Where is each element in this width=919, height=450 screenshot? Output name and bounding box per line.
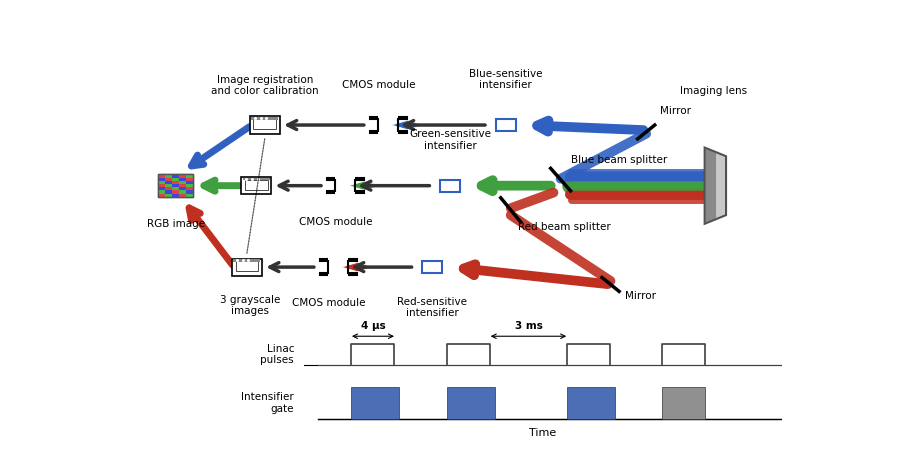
Bar	[158, 181, 165, 184]
Bar	[172, 178, 179, 181]
Bar	[232, 259, 262, 276]
Bar	[172, 190, 179, 194]
Text: Intensifier
gate: Intensifier gate	[241, 392, 294, 414]
Bar	[186, 178, 193, 181]
Bar	[250, 117, 279, 134]
Polygon shape	[704, 148, 715, 224]
Text: Red beam splitter: Red beam splitter	[517, 222, 610, 232]
Bar	[186, 187, 193, 190]
Text: Time: Time	[528, 428, 556, 438]
Text: Imaging lens: Imaging lens	[680, 86, 746, 95]
Bar	[172, 175, 179, 178]
Bar	[172, 194, 179, 197]
Bar	[158, 194, 165, 197]
Bar	[235, 261, 258, 271]
Text: Blue-sensitive
intensifier: Blue-sensitive intensifier	[469, 69, 542, 90]
Bar	[179, 194, 186, 197]
Bar	[439, 180, 460, 192]
Bar	[351, 387, 399, 419]
Text: Mirror: Mirror	[624, 291, 655, 302]
Bar	[179, 175, 186, 178]
Text: Mirror: Mirror	[660, 106, 691, 117]
Bar	[241, 177, 271, 194]
Bar	[566, 387, 614, 419]
Bar	[186, 190, 193, 194]
Bar	[662, 387, 705, 419]
Text: Red-sensitive
intensifier: Red-sensitive intensifier	[397, 297, 467, 318]
Bar	[179, 187, 186, 190]
Bar	[186, 181, 193, 184]
Bar	[422, 261, 442, 273]
Bar	[165, 181, 172, 184]
Text: Blue beam splitter: Blue beam splitter	[571, 155, 667, 165]
Bar	[158, 178, 165, 181]
Bar	[172, 184, 179, 187]
Text: RGB image: RGB image	[146, 219, 204, 229]
Bar	[251, 117, 278, 120]
Bar	[158, 184, 165, 187]
Bar	[253, 119, 276, 129]
Bar	[447, 387, 494, 419]
Bar	[233, 259, 260, 261]
Text: 4 μs: 4 μs	[360, 321, 385, 331]
Bar	[158, 175, 193, 197]
Text: CMOS module: CMOS module	[342, 81, 415, 90]
Polygon shape	[348, 181, 380, 190]
Polygon shape	[391, 121, 423, 130]
Bar	[495, 119, 516, 131]
Bar	[186, 184, 193, 187]
Bar	[165, 184, 172, 187]
Text: Linac
pulses: Linac pulses	[260, 344, 294, 365]
Text: Image registration
and color calibration: Image registration and color calibration	[210, 75, 318, 96]
Bar	[158, 190, 165, 194]
Bar	[244, 180, 267, 190]
Bar	[243, 178, 269, 180]
Bar	[165, 178, 172, 181]
Bar	[158, 175, 165, 178]
Bar	[158, 187, 165, 190]
Text: CMOS module: CMOS module	[292, 298, 365, 308]
Bar	[172, 187, 179, 190]
Polygon shape	[704, 148, 725, 224]
Bar	[158, 175, 193, 197]
Bar	[179, 184, 186, 187]
Bar	[179, 190, 186, 194]
Text: 3 grayscale
images: 3 grayscale images	[220, 295, 280, 316]
Bar	[172, 181, 179, 184]
Text: Green-sensitive
intensifier: Green-sensitive intensifier	[409, 130, 491, 151]
Bar	[165, 194, 172, 197]
Text: 3 ms: 3 ms	[514, 321, 542, 331]
Bar	[165, 187, 172, 190]
Bar	[186, 194, 193, 197]
Bar	[165, 190, 172, 194]
Bar	[179, 178, 186, 181]
Bar	[186, 175, 193, 178]
Bar	[165, 175, 172, 178]
Text: CMOS module: CMOS module	[299, 217, 372, 227]
Polygon shape	[341, 262, 373, 272]
Bar	[179, 181, 186, 184]
